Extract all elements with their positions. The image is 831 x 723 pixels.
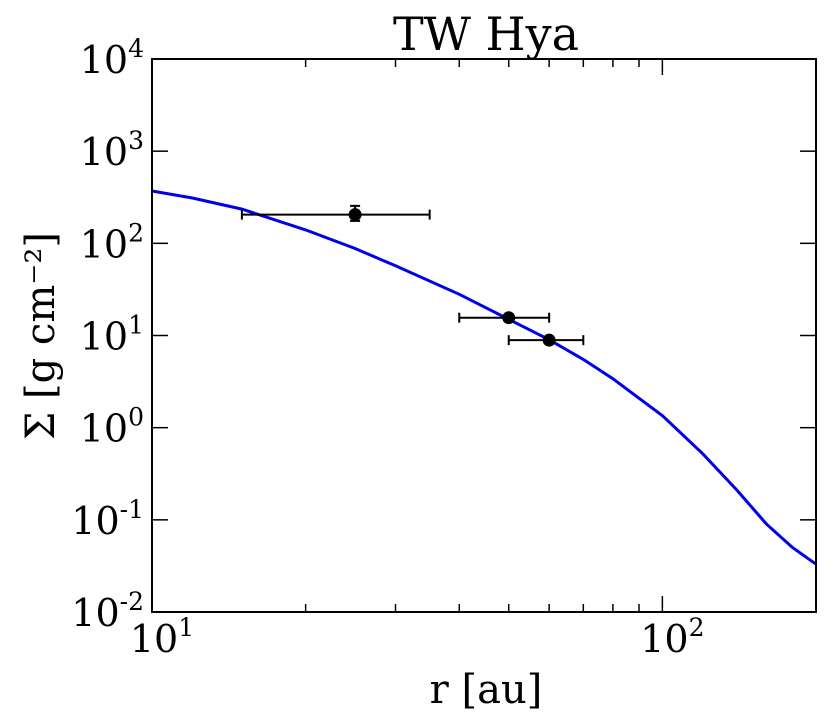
y-tick-label: 103 <box>80 126 144 174</box>
y-axis-label: Σ [g cm⁻²] <box>18 232 64 440</box>
data-point-3 <box>542 333 556 347</box>
x-tick-label: 102 <box>640 613 704 661</box>
data-point-layer <box>348 208 556 347</box>
y-tick-label: 10-2 <box>71 587 144 635</box>
plot-frame <box>151 58 817 613</box>
y-tick-label: 100 <box>80 403 144 451</box>
model-curve <box>151 189 817 566</box>
tick-label-layer: 101 102 10-2 10-1 100 101 102 103 104 <box>71 34 704 661</box>
y-tick-label: 102 <box>80 218 144 266</box>
tick-layer <box>151 58 817 613</box>
y-tick-label: 104 <box>80 34 144 82</box>
y-tick-label: 10-1 <box>71 495 144 543</box>
data-point-2 <box>502 311 516 325</box>
data-point-1 <box>348 208 362 222</box>
x-tick-label: 101 <box>130 613 194 661</box>
y-tick-label: 101 <box>80 311 144 359</box>
chart-title: TW Hya <box>393 7 579 61</box>
model-curve-layer <box>151 189 817 566</box>
x-axis-label: r [au] <box>430 667 543 713</box>
